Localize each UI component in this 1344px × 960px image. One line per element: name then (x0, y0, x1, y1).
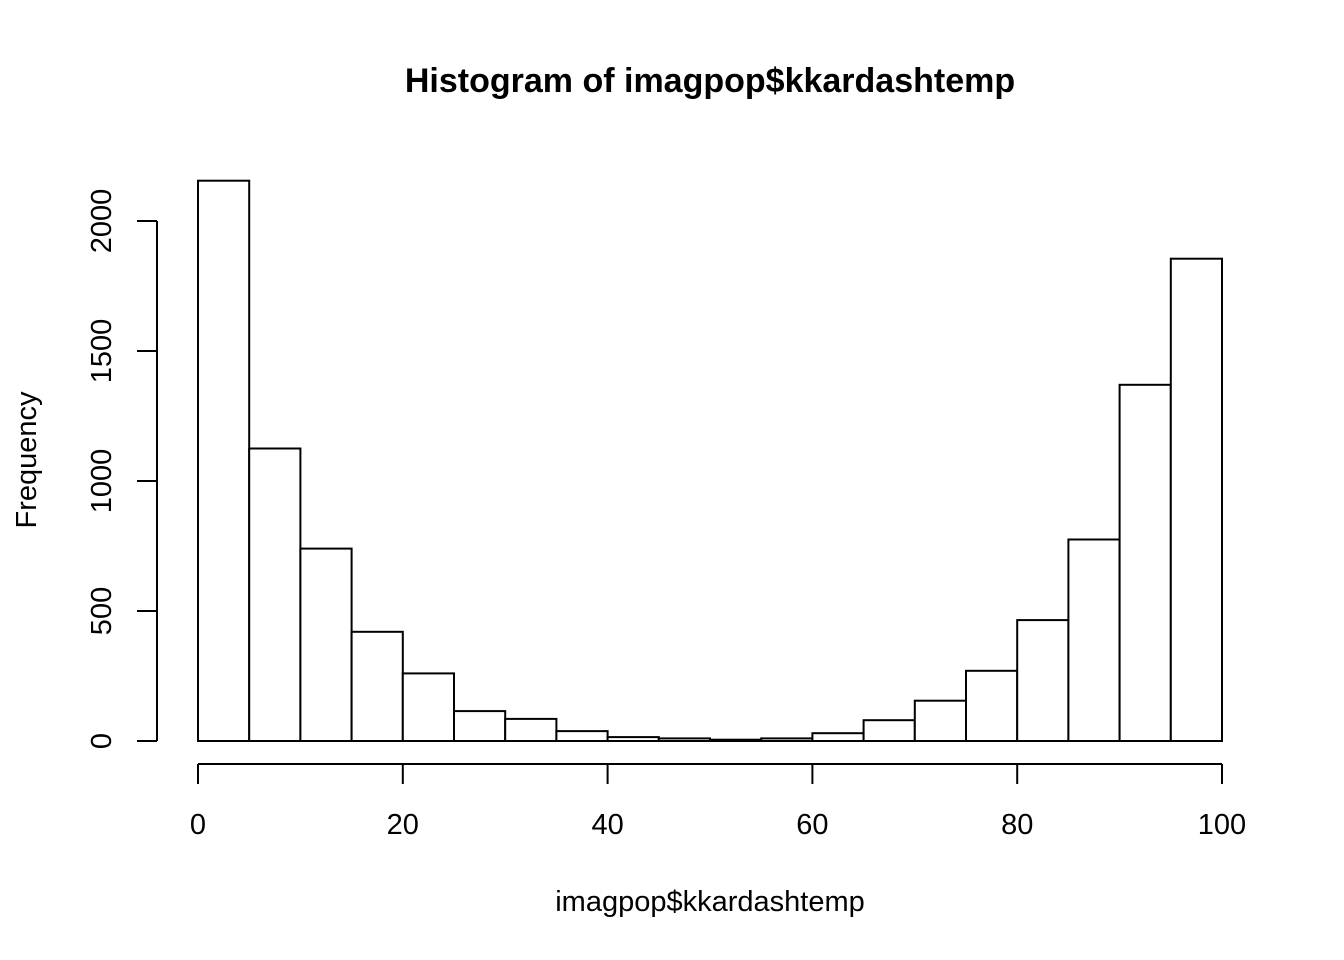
x-tick-label-80: 80 (1001, 809, 1033, 841)
y-tick-label-1500: 1500 (86, 319, 118, 384)
x-tick-label-20: 20 (387, 809, 419, 841)
y-tick-label-1000: 1000 (86, 449, 118, 514)
histogram-bar-15 (965, 669, 1019, 742)
histogram-bar-6 (504, 717, 558, 743)
histogram-bar-18 (1118, 383, 1172, 742)
y-tick-label-2000: 2000 (86, 189, 118, 254)
histogram-bar-5 (453, 710, 507, 742)
x-axis-label: imagpop$kkardashtemp (555, 886, 865, 918)
y-axis-label: Frequency (11, 391, 43, 529)
histogram-bar-2 (299, 547, 353, 742)
histogram-bar-17 (1067, 538, 1121, 742)
histogram-bar-12 (811, 732, 865, 743)
bars-group (197, 179, 1224, 743)
histogram-bar-11 (760, 737, 814, 743)
histogram-bar-0 (197, 179, 251, 742)
histogram-bar-14 (913, 699, 967, 743)
x-tick-label-100: 100 (1198, 809, 1246, 841)
y-tick-label-500: 500 (86, 587, 118, 635)
x-tick-label-40: 40 (591, 809, 623, 841)
y-tick-label-0: 0 (86, 733, 118, 749)
histogram-bar-16 (1016, 619, 1070, 742)
histogram-bar-9 (657, 737, 711, 743)
histogram-bar-8 (606, 736, 660, 742)
histogram-bar-10 (709, 738, 763, 743)
x-tick-label-60: 60 (796, 809, 828, 841)
histogram-bar-7 (555, 730, 609, 742)
histogram-bar-4 (401, 672, 455, 743)
histogram-bar-19 (1169, 257, 1224, 742)
x-tick-label-0: 0 (190, 809, 206, 841)
histogram-bar-3 (350, 630, 404, 742)
chart-title: Histogram of imagpop$kkardashtemp (405, 62, 1015, 100)
histogram-bar-13 (862, 719, 916, 743)
y-axis: 0 500 1000 1500 2000 (86, 189, 158, 749)
histogram-bar-1 (248, 447, 302, 742)
x-axis: 0 20 40 60 80 100 (190, 763, 1246, 841)
